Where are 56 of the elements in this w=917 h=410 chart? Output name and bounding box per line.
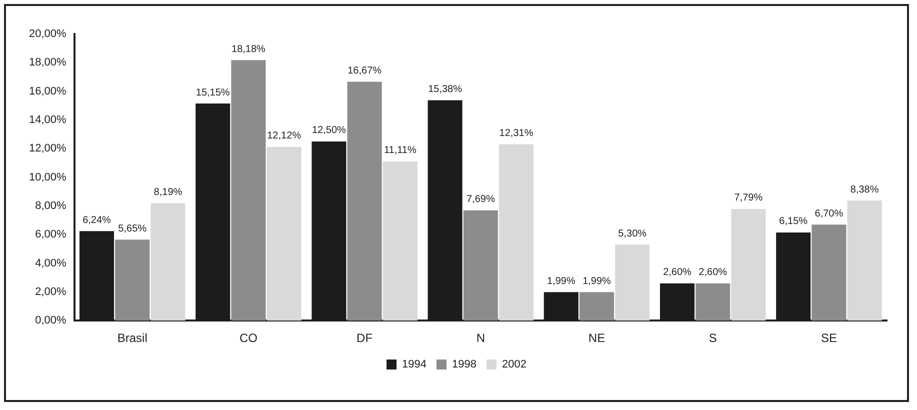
data-label: 5,65% [118, 223, 147, 234]
y-tick-label: 6,00% [35, 228, 67, 241]
data-label: 8,38% [850, 184, 879, 196]
y-tick-label: 18,00% [28, 56, 67, 69]
data-label: 15,15% [196, 87, 230, 98]
data-label: 1,99% [546, 276, 576, 287]
x-tick-label: DF [356, 331, 373, 346]
y-tick-label: 14,00% [28, 114, 67, 126]
data-label: 2,60% [698, 267, 728, 278]
y-tick-label: 2,00% [35, 286, 67, 298]
bar [347, 82, 382, 321]
x-tick-label: CO [239, 331, 258, 346]
bar [696, 283, 730, 321]
bar [847, 200, 882, 321]
x-tick-label: SE [820, 331, 837, 346]
x-tick-label: S [708, 331, 717, 346]
y-tick-label: 10,00% [28, 171, 67, 184]
data-label: 12,50% [312, 125, 346, 136]
bar [498, 144, 534, 321]
legend-label: 1994 [402, 358, 427, 371]
data-label: 11,11% [384, 145, 416, 156]
y-tick-label: 16,00% [28, 85, 67, 98]
data-label: 6,24% [82, 214, 112, 226]
data-label: 7,79% [734, 192, 763, 204]
bar [150, 203, 186, 321]
y-tick-label: 20,00% [28, 28, 67, 40]
data-label: 8,19% [154, 186, 182, 198]
bar [463, 210, 498, 321]
bar [382, 161, 418, 321]
y-tick-label: 0,00% [35, 314, 67, 327]
legend-label: 2002 [502, 358, 526, 371]
data-label: 7,69% [466, 194, 495, 206]
data-label: 12,31% [499, 128, 534, 139]
data-label: 12,12% [267, 130, 302, 142]
bar [579, 292, 614, 321]
data-label: 15,38% [428, 84, 462, 95]
data-label: 5,30% [618, 228, 647, 240]
data-label: 16,67% [348, 65, 382, 76]
data-label: 18,18% [231, 44, 266, 55]
bar [231, 60, 266, 321]
y-tick-label: 4,00% [35, 257, 67, 270]
bar [812, 224, 846, 321]
x-tick-label: NE [588, 331, 606, 346]
x-tick-label: Brasil [117, 331, 148, 346]
y-tick-label: 8,00% [35, 200, 67, 212]
x-tick-label: N [476, 331, 485, 346]
legend-label: 1998 [452, 358, 476, 371]
data-label: 6,15% [779, 216, 808, 228]
data-label: 6,70% [814, 208, 844, 220]
bar [266, 146, 302, 321]
bar [731, 208, 766, 321]
data-label: 2,60% [663, 267, 692, 278]
data-label: 1,99% [582, 276, 612, 287]
y-tick-label: 12,00% [28, 142, 67, 155]
bar [115, 240, 150, 321]
bar [615, 244, 650, 321]
